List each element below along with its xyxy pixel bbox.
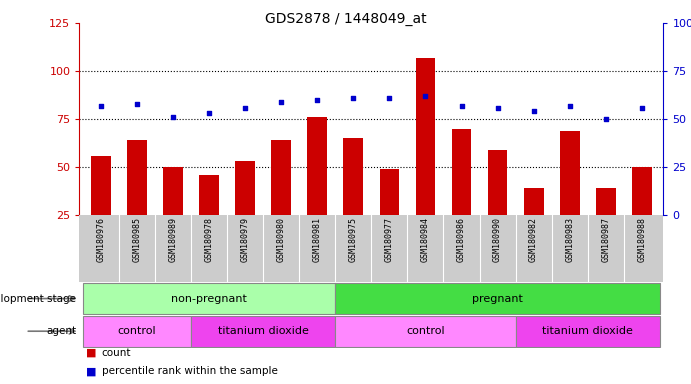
Bar [488, 150, 507, 215]
Bar [560, 131, 580, 215]
Bar [379, 169, 399, 215]
Point [240, 104, 251, 111]
Text: GSM180982: GSM180982 [529, 217, 538, 262]
Bar [632, 167, 652, 215]
Text: control: control [118, 326, 156, 336]
Text: agent: agent [46, 326, 76, 336]
Text: GSM180990: GSM180990 [493, 217, 502, 262]
Text: GDS2878 / 1448049_at: GDS2878 / 1448049_at [265, 12, 426, 25]
Text: GSM180989: GSM180989 [169, 217, 178, 262]
Point [492, 104, 503, 111]
Bar [163, 167, 183, 215]
Text: GSM180987: GSM180987 [601, 217, 610, 262]
Bar [83, 283, 335, 314]
Point [636, 104, 647, 111]
Point [384, 95, 395, 101]
Text: GSM180983: GSM180983 [565, 217, 574, 262]
Text: GSM180981: GSM180981 [313, 217, 322, 262]
Point [420, 93, 431, 99]
Bar [343, 138, 363, 215]
Text: non-pregnant: non-pregnant [171, 293, 247, 304]
Bar [524, 188, 544, 215]
Bar [335, 283, 660, 314]
Text: percentile rank within the sample: percentile rank within the sample [102, 366, 278, 376]
Point [456, 103, 467, 109]
Text: GSM180986: GSM180986 [457, 217, 466, 262]
Point [312, 97, 323, 103]
Bar [335, 316, 515, 347]
Text: GSM180984: GSM180984 [421, 217, 430, 262]
Text: GSM180977: GSM180977 [385, 217, 394, 262]
Bar [452, 129, 471, 215]
Bar [199, 175, 219, 215]
Point [564, 103, 575, 109]
Text: control: control [406, 326, 445, 336]
Text: GSM180978: GSM180978 [205, 217, 214, 262]
Bar [515, 316, 660, 347]
Text: GSM180988: GSM180988 [637, 217, 646, 262]
Bar [307, 117, 328, 215]
Bar [83, 316, 191, 347]
Text: GSM180975: GSM180975 [349, 217, 358, 262]
Text: pregnant: pregnant [472, 293, 523, 304]
Bar [236, 161, 255, 215]
Point [204, 110, 215, 116]
Text: GSM180980: GSM180980 [277, 217, 286, 262]
Point [95, 103, 106, 109]
Bar [272, 140, 291, 215]
Text: GSM180979: GSM180979 [240, 217, 249, 262]
Bar [596, 188, 616, 215]
Text: ■: ■ [86, 348, 97, 358]
Bar [91, 156, 111, 215]
Bar [127, 140, 147, 215]
Text: ■: ■ [86, 366, 97, 376]
Text: development stage: development stage [0, 293, 76, 304]
Bar [415, 58, 435, 215]
Text: titanium dioxide: titanium dioxide [542, 326, 633, 336]
Point [600, 116, 612, 122]
Text: titanium dioxide: titanium dioxide [218, 326, 309, 336]
Point [131, 101, 142, 107]
Point [528, 108, 539, 114]
Text: count: count [102, 348, 131, 358]
Point [348, 95, 359, 101]
Text: GSM180976: GSM180976 [97, 217, 106, 262]
Text: GSM180985: GSM180985 [133, 217, 142, 262]
Bar [191, 316, 335, 347]
Point [276, 99, 287, 105]
Point [168, 114, 179, 120]
